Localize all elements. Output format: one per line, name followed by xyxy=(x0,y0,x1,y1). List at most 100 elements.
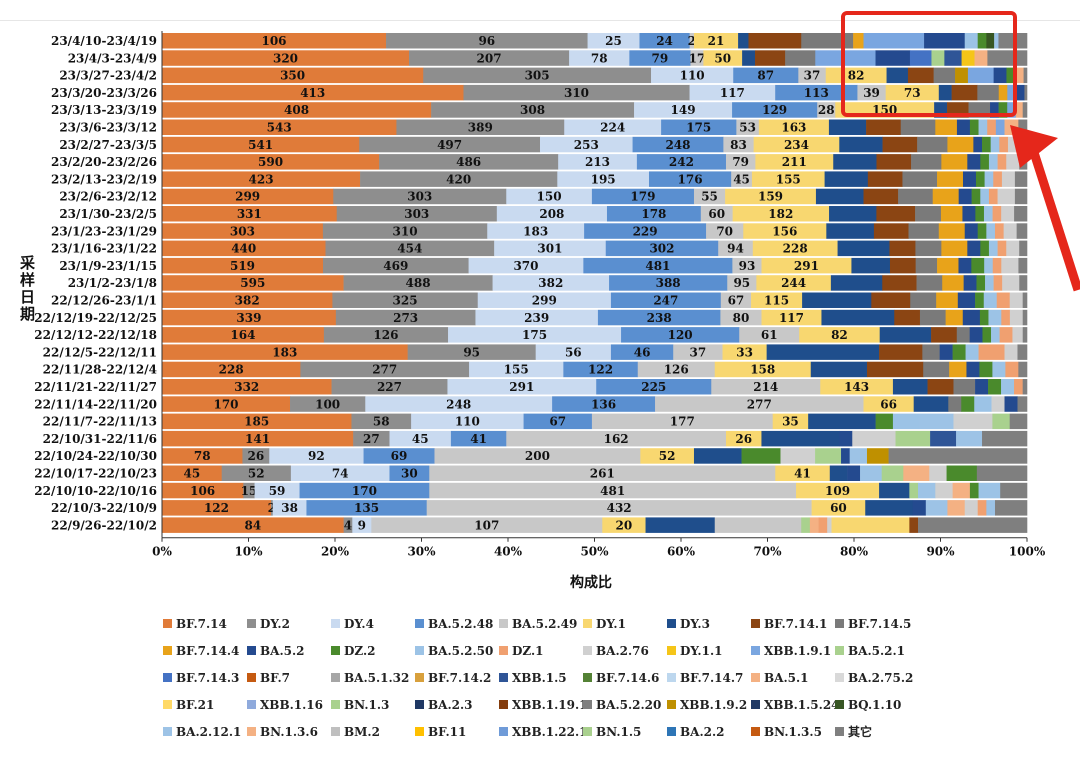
bar-segment xyxy=(953,379,976,395)
bar-segment xyxy=(162,50,410,66)
bar-segment xyxy=(815,188,864,205)
bar-segment xyxy=(1022,379,1028,395)
data-label: 486 xyxy=(456,155,481,169)
y-tick-label: 22/10/31-22/11/6 xyxy=(43,432,157,446)
bar-segment xyxy=(821,309,895,326)
data-label: 177 xyxy=(670,415,695,429)
bar-segment xyxy=(629,50,691,66)
x-tick-label: 80% xyxy=(840,545,869,559)
bar-segment xyxy=(1016,223,1028,239)
bar-segment xyxy=(162,465,222,481)
bar-segment xyxy=(1022,309,1028,326)
bar-segment xyxy=(984,257,994,274)
bar-segment xyxy=(839,136,883,153)
bar-segment xyxy=(990,102,999,118)
bar-segment xyxy=(690,50,704,66)
bar-segment xyxy=(992,361,1006,378)
data-label: 227 xyxy=(377,380,402,394)
bar-segment xyxy=(818,517,828,533)
bar-segment xyxy=(1003,223,1017,239)
bar-segment xyxy=(569,50,630,66)
bar-segment xyxy=(689,33,695,49)
bar-segment xyxy=(300,361,470,378)
bar-segment xyxy=(429,482,797,499)
bar-segment xyxy=(1007,84,1017,101)
legend-item: XBB.1.19.1 xyxy=(499,698,588,712)
bar-segment xyxy=(711,379,821,395)
highlight-arrow-head xyxy=(1010,125,1058,168)
bar-segment xyxy=(810,361,868,378)
bar-segment xyxy=(162,206,338,222)
stacked-bar-chart: 23/4/10-23/4/19 106 96 25 24 2 2123/4/3-23/4/9… xyxy=(34,11,1080,559)
legend-swatch xyxy=(163,727,172,736)
legend-swatch xyxy=(499,673,508,682)
legend-swatch xyxy=(247,727,256,736)
data-label: 239 xyxy=(524,311,549,325)
data-label: 273 xyxy=(393,311,418,325)
legend-swatch xyxy=(751,619,760,628)
bar-segment xyxy=(1024,84,1028,101)
data-label: 175 xyxy=(522,328,547,342)
bar-segment xyxy=(1001,309,1011,326)
legend-swatch xyxy=(751,700,760,709)
bar-segment xyxy=(431,102,635,118)
data-label: 67 xyxy=(728,294,745,308)
legend-item: BF.7.14.6 xyxy=(583,671,667,685)
bar-segment xyxy=(911,154,942,170)
bar-segment xyxy=(898,188,934,205)
bar-segment xyxy=(1014,171,1028,187)
data-label: 59 xyxy=(269,484,286,498)
legend-label: BA.2.12.1 xyxy=(176,724,242,739)
bar-segment xyxy=(353,430,390,447)
legend-item: BF.7.14.2 xyxy=(415,671,499,685)
bar-segment xyxy=(982,136,991,153)
data-label: 53 xyxy=(739,121,756,135)
bar-segment xyxy=(992,413,1010,430)
bar-segment xyxy=(949,361,967,378)
legend-swatch xyxy=(667,700,676,709)
bar-segment xyxy=(997,154,1007,170)
bar-segment xyxy=(494,240,607,257)
y-tick-label: 23/2/13-23/2/19 xyxy=(51,172,157,186)
bar-segment xyxy=(1006,154,1020,170)
bar-segment xyxy=(1017,396,1028,412)
bar-segment xyxy=(936,292,959,308)
legend-item: XBB.1.5 xyxy=(499,671,583,685)
bar-segment xyxy=(242,448,270,464)
bar-segment xyxy=(693,448,742,464)
x-tick-label: 90% xyxy=(926,545,955,559)
bar-segment xyxy=(948,396,962,412)
legend-label: BA.5.1.32 xyxy=(344,670,410,685)
bar-segment xyxy=(863,33,925,49)
bar-segment xyxy=(396,119,565,135)
bar-segment xyxy=(732,257,762,274)
bar-segment xyxy=(962,309,981,326)
legend-item: BF.21 xyxy=(163,698,247,712)
bar-segment xyxy=(661,119,737,135)
bar-segment xyxy=(940,206,963,222)
legend-label: BA.2.76 xyxy=(596,643,649,658)
bar-segment xyxy=(798,67,827,84)
x-axis-label: 构成比 xyxy=(570,575,612,591)
data-label: 70 xyxy=(716,224,733,238)
data-label: 37 xyxy=(690,345,707,359)
bar-segment xyxy=(994,33,999,49)
legend-swatch xyxy=(751,673,760,682)
data-label: 277 xyxy=(747,397,772,411)
legend-label: BA.5.2.50 xyxy=(428,643,494,658)
bar-segment xyxy=(964,500,978,516)
bar-segment xyxy=(860,465,882,481)
bar-segment xyxy=(1018,361,1028,378)
bar-segment xyxy=(938,84,952,101)
data-label: 79 xyxy=(732,155,749,169)
data-label: 110 xyxy=(680,69,705,83)
bar-segment xyxy=(987,119,997,135)
bar-segment xyxy=(389,465,430,481)
data-label: 590 xyxy=(258,155,283,169)
bar-segment xyxy=(597,309,721,326)
data-label: 2 xyxy=(268,501,276,515)
bar-segment xyxy=(977,84,1000,101)
legend-item: BA.2.76 xyxy=(583,644,667,658)
data-label: 163 xyxy=(781,121,806,135)
data-label: 178 xyxy=(641,207,666,221)
